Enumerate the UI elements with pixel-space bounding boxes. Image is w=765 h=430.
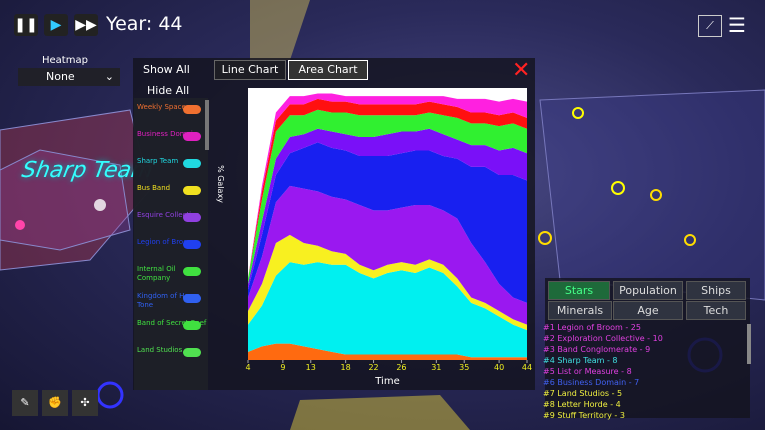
ranking-entry: #5 List or Measure - 8 <box>543 367 632 376</box>
faction-name: Weekly Space <box>137 103 186 111</box>
x-tick-label: 31 <box>431 363 441 372</box>
ranking-entry: #8 Letter Horde - 4 <box>543 400 621 409</box>
area <box>248 98 527 279</box>
faction-toggle[interactable] <box>183 159 201 168</box>
scrollbar <box>205 100 209 150</box>
area <box>248 343 527 360</box>
ranking-tab[interactable]: Age <box>613 301 683 320</box>
faction-name: Legion of Broom <box>137 238 195 246</box>
pause-button[interactable]: ❚❚ <box>14 14 38 36</box>
ranking-entry: #2 Exploration Collective - 10 <box>543 334 663 343</box>
ranking-entry: #9 Stuff Territory - 3 <box>543 411 625 420</box>
star <box>684 234 696 246</box>
territory <box>539 89 765 301</box>
dropdown-value: None <box>46 70 75 83</box>
faction-name: Bus Band <box>137 184 171 192</box>
faction-name: Kingdom of Home Tone <box>137 292 200 309</box>
territory <box>290 395 470 430</box>
x-axis-label: Time <box>374 376 399 387</box>
faction-name: Land Studios <box>137 346 183 354</box>
x-tick-label: 26 <box>396 363 406 372</box>
area <box>248 185 527 325</box>
ranking-entry: #7 Land Studios - 5 <box>543 389 623 398</box>
faction-toggle[interactable] <box>183 132 201 141</box>
faction-toggle[interactable] <box>183 213 201 222</box>
chart-button[interactable]: ⟋ <box>698 15 722 37</box>
x-tick-label: 9 <box>280 363 285 372</box>
tool-button[interactable]: ✊ <box>42 390 68 416</box>
area <box>248 234 527 331</box>
faction-toggle[interactable] <box>183 186 201 195</box>
faction-toggle[interactable] <box>183 267 201 276</box>
faction-toggle[interactable] <box>183 348 201 357</box>
heatmap-label: Heatmap <box>42 55 88 66</box>
scrollbar <box>747 324 751 364</box>
ranking-entry: #6 Business Domain - 7 <box>543 378 640 387</box>
ranking-entry: #4 Sharp Team - 8 <box>543 356 618 365</box>
ranking-tab[interactable]: Minerals <box>548 301 612 320</box>
faction-name: Internal Oil Company <box>137 265 176 282</box>
star <box>572 107 584 119</box>
x-tick-label: 4 <box>245 363 250 372</box>
faction-name: Band of Secret Reef <box>137 319 207 327</box>
x-tick-label: 35 <box>459 363 469 372</box>
star <box>538 231 552 245</box>
ranking-entry: #1 Legion of Broom - 25 <box>543 323 641 332</box>
ranking-entry: #3 Band Conglomerate - 9 <box>543 345 651 354</box>
menu-button[interactable]: ☰ <box>728 13 746 37</box>
close-button[interactable]: ✕ <box>512 58 531 83</box>
area-chart-tab[interactable]: Area Chart <box>288 60 368 80</box>
faction-name: Business Domain <box>137 130 198 138</box>
x-tick-label: 13 <box>306 363 316 372</box>
x-tick-label: 40 <box>494 363 504 372</box>
faction-name: Sharp Team <box>137 157 179 165</box>
ranking-tab[interactable]: Tech <box>686 301 746 320</box>
territory <box>0 109 151 271</box>
faction-toggle[interactable] <box>183 321 201 330</box>
fast-forward-button[interactable]: ▶▶ <box>74 14 98 36</box>
x-tick-label: 18 <box>341 363 351 372</box>
show-all-button[interactable]: Show All <box>143 63 190 76</box>
star <box>94 199 106 211</box>
area <box>248 93 527 279</box>
tool-button[interactable]: ✣ <box>72 390 98 416</box>
ranking-tab[interactable]: Ships <box>686 281 746 300</box>
ranking-tab[interactable]: Population <box>613 281 683 300</box>
line-chart-tab[interactable]: Line Chart <box>214 60 286 80</box>
ranking-tab[interactable]: Stars <box>548 281 610 300</box>
play-button[interactable]: ▶ <box>44 14 68 36</box>
year-display: Year: 44 <box>106 13 183 35</box>
star <box>96 381 124 409</box>
faction-toggle[interactable] <box>183 105 201 114</box>
territory <box>250 0 310 60</box>
heatmap-dropdown[interactable]: None ⌄ <box>18 68 120 86</box>
star <box>650 189 662 201</box>
star <box>611 181 625 195</box>
y-axis-label: % Galaxy <box>216 165 225 203</box>
territory <box>0 149 131 251</box>
tool-button[interactable]: ✎ <box>12 390 38 416</box>
hide-all-button[interactable]: Hide All <box>147 84 190 97</box>
area <box>248 142 527 303</box>
x-tick-label: 22 <box>368 363 378 372</box>
area <box>248 262 527 358</box>
faction-toggle[interactable] <box>183 240 201 249</box>
faction-toggle[interactable] <box>183 294 201 303</box>
x-tick-label: 44 <box>522 363 532 372</box>
area <box>248 109 527 284</box>
faction-name: Esquire Collective <box>137 211 200 219</box>
star <box>15 220 25 230</box>
